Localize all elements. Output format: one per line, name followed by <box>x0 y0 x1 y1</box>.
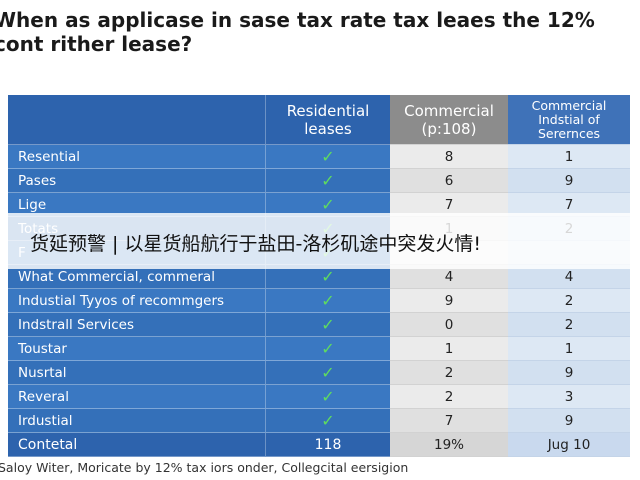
table-row: Contetal 118 19% Jug 10 <box>8 433 630 457</box>
header-cell: Commercial (p:108) <box>390 95 508 145</box>
table-cell: 0 <box>390 313 508 337</box>
table-cell: Toustar <box>8 337 265 361</box>
table-row: Resential ✓ 8 1 <box>8 145 630 169</box>
table-cell: ✓ <box>265 385 390 409</box>
table-cell: ✓ <box>265 409 390 433</box>
header-cell <box>8 95 265 145</box>
table-cell: Reveral <box>8 385 265 409</box>
table-row: Nusrtal ✓ 2 9 <box>8 361 630 385</box>
table-cell: Contetal <box>8 433 265 457</box>
table-cell: Jug 10 <box>508 433 630 457</box>
header-row: Residential leases Commercial (p:108) Co… <box>8 95 630 145</box>
table-cell: Indstrall Services <box>8 313 265 337</box>
table: Residential leases Commercial (p:108) Co… <box>8 95 630 457</box>
table-cell: ✓ <box>265 145 390 169</box>
table-cell: 9 <box>390 289 508 313</box>
table-cell: Industial Tyyos of recommgers <box>8 289 265 313</box>
table-row: Indstrall Services ✓ 0 2 <box>8 313 630 337</box>
banner-text: 货延预警 | 以星货船航行于盐田-洛杉矶途中突发火情! <box>30 233 481 255</box>
table-cell: 1 <box>390 337 508 361</box>
title: When as applicase in sase tax rate tax l… <box>0 8 595 56</box>
table-cell: Nusrtal <box>8 361 265 385</box>
table-row: Irdustial ✓ 7 9 <box>8 409 630 433</box>
table-cell: 2 <box>508 289 630 313</box>
table-cell: 6 <box>390 169 508 193</box>
table-row: Industial Tyyos of recommgers ✓ 9 2 <box>8 289 630 313</box>
table-cell: Resential <box>8 145 265 169</box>
table-cell: 2 <box>390 361 508 385</box>
table-cell: 4 <box>390 265 508 289</box>
table-cell: 9 <box>508 409 630 433</box>
table-cell: 7 <box>390 409 508 433</box>
header-cell: Commercial Indstial of Serernces <box>508 95 630 145</box>
table-cell: 9 <box>508 169 630 193</box>
table-row: Pases ✓ 6 9 <box>8 169 630 193</box>
table-row: What Commercial, commeral ✓ 4 4 <box>8 265 630 289</box>
table-cell: 1 <box>508 337 630 361</box>
table-cell: 19% <box>390 433 508 457</box>
table-cell: ✓ <box>265 289 390 313</box>
table-cell: 1 <box>508 145 630 169</box>
footnote: Saloy Witer, Moricate by 12% tax iors on… <box>0 460 409 475</box>
table-cell: ✓ <box>265 169 390 193</box>
table-cell: What Commercial, commeral <box>8 265 265 289</box>
table-cell: 9 <box>508 361 630 385</box>
table-cell: 118 <box>265 433 390 457</box>
table-cell: 2 <box>390 385 508 409</box>
table-cell: ✓ <box>265 361 390 385</box>
table-cell: ✓ <box>265 265 390 289</box>
banner: 货延预警 | 以星货船航行于盐田-洛杉矶途中突发火情! <box>0 213 640 269</box>
table-cell: Pases <box>8 169 265 193</box>
table-cell: ✓ <box>265 313 390 337</box>
table-cell: Irdustial <box>8 409 265 433</box>
header-cell: Residential leases <box>265 95 390 145</box>
table-row: Reveral ✓ 2 3 <box>8 385 630 409</box>
table-cell: ✓ <box>265 337 390 361</box>
table-cell: 4 <box>508 265 630 289</box>
table-row: Toustar ✓ 1 1 <box>8 337 630 361</box>
table-cell: 3 <box>508 385 630 409</box>
table-cell: 8 <box>390 145 508 169</box>
table-cell: 2 <box>508 313 630 337</box>
